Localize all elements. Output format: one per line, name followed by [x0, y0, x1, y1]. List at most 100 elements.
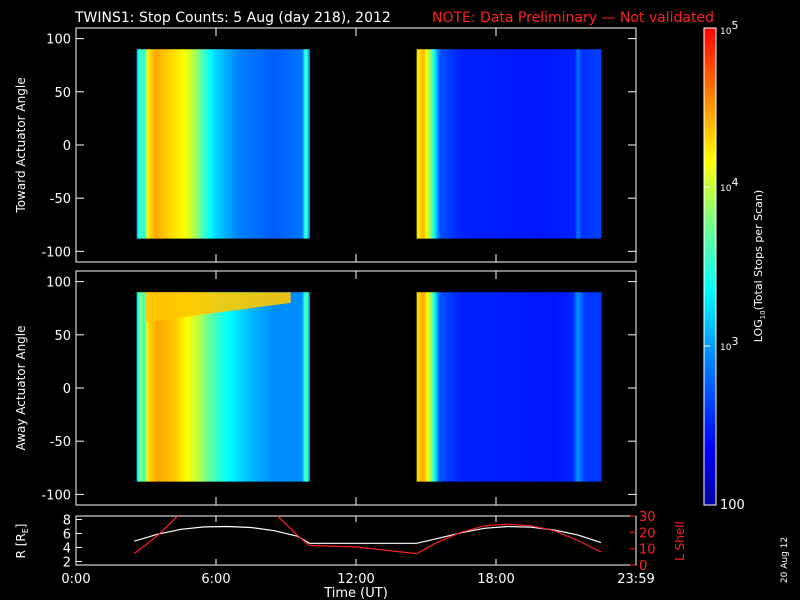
heatmap-column: [259, 49, 261, 239]
y-tick-label: 50: [54, 86, 71, 101]
heatmap-column: [564, 49, 567, 239]
y-tick-label: 100: [46, 276, 71, 291]
heatmap-column: [437, 292, 440, 482]
heatmap-column: [273, 292, 275, 482]
heatmap-column: [283, 292, 286, 482]
heatmap-column: [524, 292, 526, 482]
heatmap-column: [296, 49, 299, 239]
heatmap-column: [594, 49, 596, 239]
heatmap-column: [254, 49, 257, 239]
heatmap-column: [212, 292, 215, 482]
heatmap-column: [146, 292, 148, 482]
colorbar-tick-exp: 5: [731, 19, 738, 32]
heatmap-column: [438, 292, 441, 482]
heatmap-column: [455, 49, 457, 239]
heatmap-column: [190, 49, 192, 239]
heatmap-column: [160, 292, 162, 482]
heatmap-column: [214, 49, 217, 239]
heatmap-column: [192, 292, 195, 482]
heatmap-column: [557, 49, 560, 239]
heatmap-column: [290, 292, 293, 482]
heatmap-column: [202, 49, 204, 239]
heatmap-column: [185, 49, 188, 239]
heatmap-column: [189, 49, 191, 239]
colorbar-title-pre: LOG: [752, 319, 765, 342]
heatmap-column: [181, 49, 183, 239]
heatmap-column: [272, 292, 274, 482]
heatmap-column: [227, 49, 230, 239]
heatmap-column: [487, 49, 490, 239]
heatmap-column: [307, 292, 309, 482]
heatmap-column: [295, 292, 297, 482]
heatmap-column: [287, 49, 289, 239]
heatmap-column: [298, 292, 301, 482]
heatmap-column: [183, 292, 185, 482]
heatmap-column: [545, 292, 547, 482]
heatmap-column: [289, 49, 292, 239]
colorbar-title-post: (Total Stops per Scan): [752, 190, 765, 311]
heatmap-column: [575, 292, 577, 482]
heatmap-column: [475, 49, 477, 239]
lshell-axis-label: L Shell: [673, 521, 687, 561]
colorbar-tick-base: 10: [720, 343, 732, 353]
heatmap-column: [422, 49, 425, 239]
heatmap-column: [485, 292, 488, 482]
heatmap-column: [597, 49, 600, 239]
heatmap-column: [583, 292, 586, 482]
heatmap-column: [517, 49, 519, 239]
heatmap-column: [473, 49, 476, 239]
heatmap-column: [256, 49, 259, 239]
heatmap-column: [191, 49, 194, 239]
heatmap-column: [153, 292, 155, 482]
heatmap-column: [513, 292, 516, 482]
heatmap-column: [552, 49, 554, 239]
heatmap-column: [141, 292, 143, 482]
heatmap-column: [270, 292, 273, 482]
heatmap-column: [155, 292, 157, 482]
away-heatmap: [136, 292, 602, 482]
heatmap-column: [437, 49, 440, 239]
heatmap-column: [171, 292, 174, 482]
lshell-series-line: [133, 516, 602, 555]
heatmap-column: [424, 49, 427, 239]
heatmap-column: [588, 49, 590, 239]
heatmap-column: [571, 49, 574, 239]
heatmap-column: [212, 49, 215, 239]
colorbar-title: LOG10(Total Stops per Scan): [752, 190, 767, 342]
heatmap-column: [274, 292, 276, 482]
heatmap-column: [478, 292, 481, 482]
heatmap-column: [233, 292, 236, 482]
heatmap-column: [533, 49, 535, 239]
heatmap-column: [463, 292, 465, 482]
heatmap-column: [142, 49, 145, 239]
heatmap-column: [444, 49, 447, 239]
heatmap-column: [522, 49, 525, 239]
heatmap-column: [498, 292, 500, 482]
heatmap-column: [484, 49, 486, 239]
heatmap-column: [293, 292, 295, 482]
heatmap-column: [228, 292, 231, 482]
heatmap-column: [573, 49, 575, 239]
heatmap-column: [184, 292, 187, 482]
heatmap-column: [540, 292, 542, 482]
colorbar-title-sub: 10: [759, 310, 767, 319]
r-series-line: [134, 525, 602, 544]
heatmap-column: [580, 292, 582, 482]
y-tick-label: -100: [41, 245, 71, 260]
heatmap-column: [154, 292, 156, 482]
heatmap-column: [167, 292, 169, 482]
heatmap-column: [416, 292, 419, 482]
heatmap-column: [441, 292, 443, 482]
heatmap-column: [265, 49, 267, 239]
heatmap-column: [497, 292, 499, 482]
heatmap-column: [581, 292, 583, 482]
heatmap-column: [195, 292, 197, 482]
heatmap-column: [282, 292, 285, 482]
heatmap-column: [140, 292, 142, 482]
heatmap-column: [547, 49, 549, 239]
heatmap-column: [279, 292, 281, 482]
heatmap-column: [188, 292, 190, 482]
heatmap-column: [590, 292, 593, 482]
heatmap-column: [169, 292, 171, 482]
